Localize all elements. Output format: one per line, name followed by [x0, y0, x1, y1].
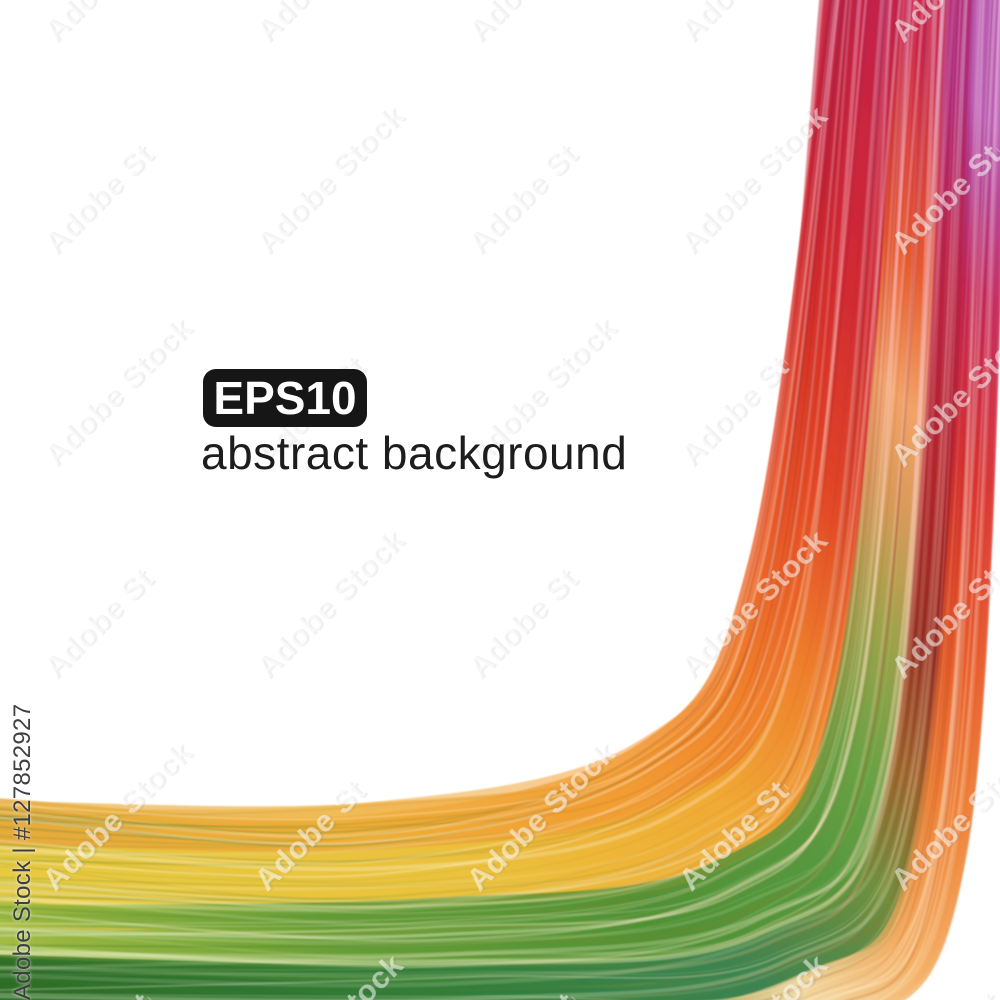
eps10-badge-label: EPS10 [213, 372, 357, 424]
caption-text: abstract background [201, 427, 628, 479]
eps10-badge: EPS10 [203, 369, 367, 427]
stock-id-watermark: Adobe Stock | #127852927 [9, 703, 36, 1000]
